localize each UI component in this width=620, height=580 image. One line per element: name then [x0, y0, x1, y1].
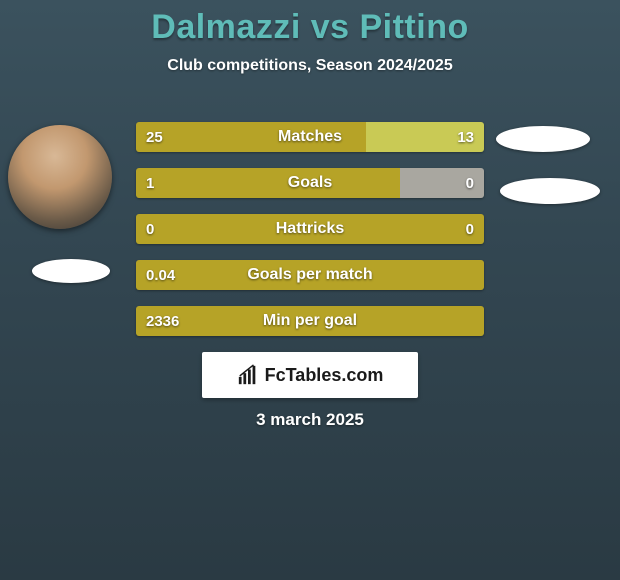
bar-left-value: 25: [146, 122, 163, 152]
bar-left-fill: [136, 168, 400, 198]
bar-left-fill: [136, 214, 484, 244]
comparison-bars: 2513Matches10Goals00Hattricks0.04Goals p…: [136, 122, 484, 352]
bar-row: 00Hattricks: [136, 214, 484, 244]
bar-row: 0.04Goals per match: [136, 260, 484, 290]
bar-left-value: 1: [146, 168, 154, 198]
bar-left-value: 2336: [146, 306, 179, 336]
logo-text: FcTables.com: [265, 365, 384, 386]
bar-right-value: 0: [466, 168, 474, 198]
bar-right-value: 0: [466, 214, 474, 244]
bar-row: 2336Min per goal: [136, 306, 484, 336]
player-left-flag: [32, 259, 110, 283]
player-right-flag-1: [496, 126, 590, 152]
bar-row: 2513Matches: [136, 122, 484, 152]
date-text: 3 march 2025: [0, 410, 620, 430]
comparison-card: Dalmazzi vs Pittino Club competitions, S…: [0, 0, 620, 580]
bar-left-value: 0: [146, 214, 154, 244]
bar-row: 10Goals: [136, 168, 484, 198]
player-right-flag-2: [500, 178, 600, 204]
bar-left-fill: [136, 306, 484, 336]
subtitle: Club competitions, Season 2024/2025: [0, 57, 620, 75]
chart-icon: [237, 364, 259, 386]
bar-left-fill: [136, 260, 484, 290]
bar-left-fill: [136, 122, 366, 152]
site-logo[interactable]: FcTables.com: [202, 352, 418, 398]
player-left-avatar: [8, 125, 112, 229]
bar-left-value: 0.04: [146, 260, 175, 290]
page-title: Dalmazzi vs Pittino: [0, 0, 620, 47]
bar-right-value: 13: [457, 122, 474, 152]
